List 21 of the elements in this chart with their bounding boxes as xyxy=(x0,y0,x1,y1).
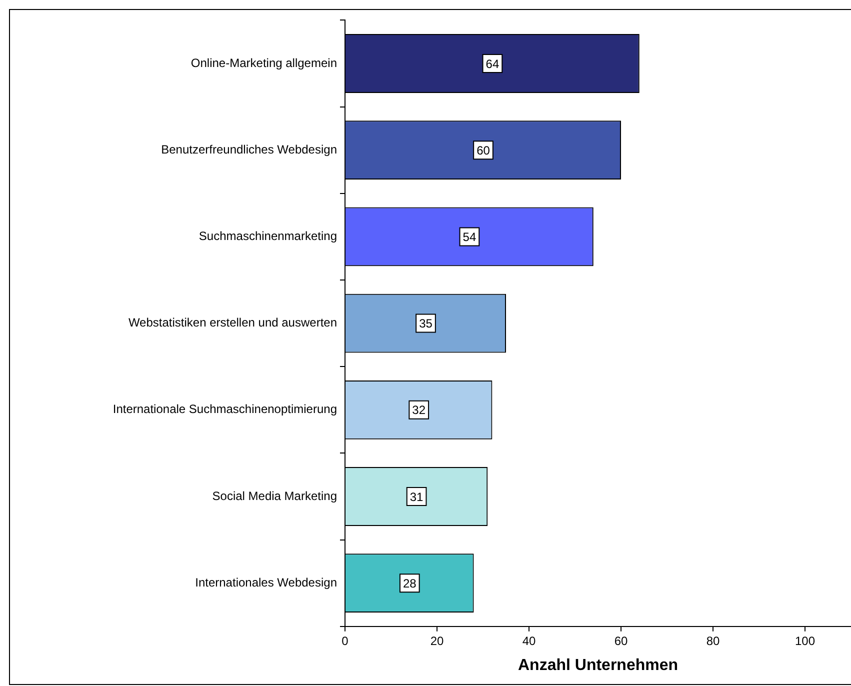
data-label: 54 xyxy=(462,230,476,244)
y-tick-label: Social Media Marketing xyxy=(212,488,337,503)
y-tick-label: Online-Marketing allgemein xyxy=(190,56,337,70)
x-tick-label: 20 xyxy=(430,634,444,648)
y-tick-label: Internationale Suchmaschinenoptimierung xyxy=(112,402,337,416)
x-tick-label: 40 xyxy=(522,634,536,648)
data-label: 35 xyxy=(419,316,433,331)
data-label: 31 xyxy=(410,490,424,504)
data-label: 60 xyxy=(476,143,490,158)
data-label: 64 xyxy=(486,56,500,71)
data-label: 28 xyxy=(402,576,417,590)
x-tick-label: 0 xyxy=(342,634,349,648)
y-tick-label: Internationales Webdesign xyxy=(195,575,337,590)
x-tick-label: 80 xyxy=(706,634,720,648)
y-tick-label: Benutzerfreundliches Webdesign xyxy=(161,142,337,156)
y-tick-label: Webstatistiken erstellen und auswerten xyxy=(128,316,337,330)
x-tick-label: 100 xyxy=(794,634,816,648)
y-tick-label: Suchmaschinenmarketing xyxy=(198,229,337,244)
x-tick-label: 60 xyxy=(614,634,628,648)
data-label: 32 xyxy=(412,403,426,418)
x-axis-title: Anzahl Unternehmen xyxy=(518,656,678,674)
